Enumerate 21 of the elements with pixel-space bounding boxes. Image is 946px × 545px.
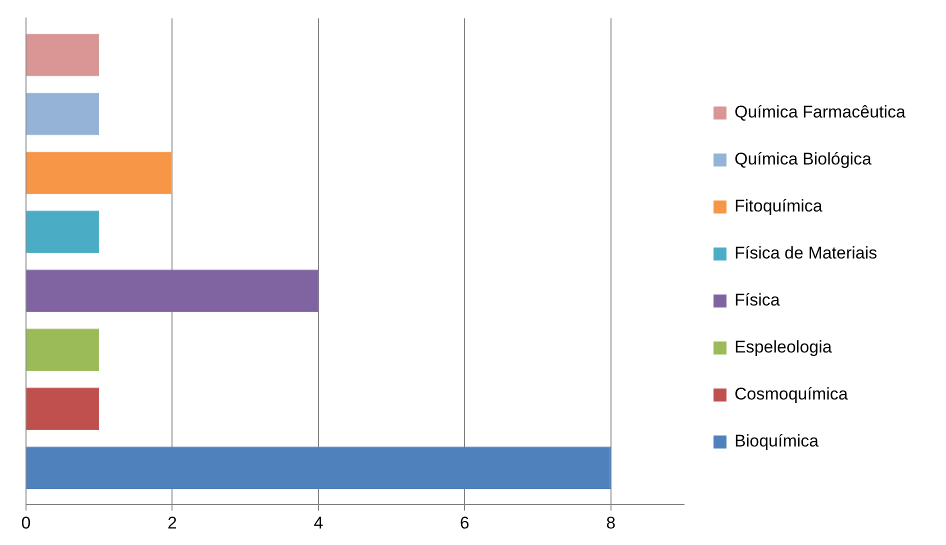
legend-label: Física de Materiais bbox=[734, 244, 878, 263]
bar bbox=[26, 388, 100, 430]
x-tick-label: 6 bbox=[460, 513, 470, 532]
legend-label: Fitoquímica bbox=[734, 196, 823, 216]
legend-label: Espeleologia bbox=[734, 338, 832, 357]
bar bbox=[26, 152, 172, 194]
bar bbox=[26, 92, 100, 136]
x-tick-label: 8 bbox=[606, 513, 616, 532]
bar bbox=[26, 328, 100, 372]
legend-label: Bioquímica bbox=[734, 432, 820, 451]
bar bbox=[26, 446, 611, 490]
legend-label: Física bbox=[734, 290, 780, 310]
x-tick-label: 4 bbox=[314, 513, 324, 532]
legend-label: Química Farmacêutica bbox=[734, 102, 906, 122]
bar bbox=[26, 270, 318, 312]
legend-label: Cosmoquímica bbox=[734, 384, 848, 404]
bar bbox=[26, 34, 100, 76]
x-tick-label: 2 bbox=[167, 513, 177, 532]
x-tick-label: 0 bbox=[21, 513, 31, 532]
bar bbox=[26, 210, 100, 254]
legend-label: Química Biológica bbox=[734, 150, 872, 169]
